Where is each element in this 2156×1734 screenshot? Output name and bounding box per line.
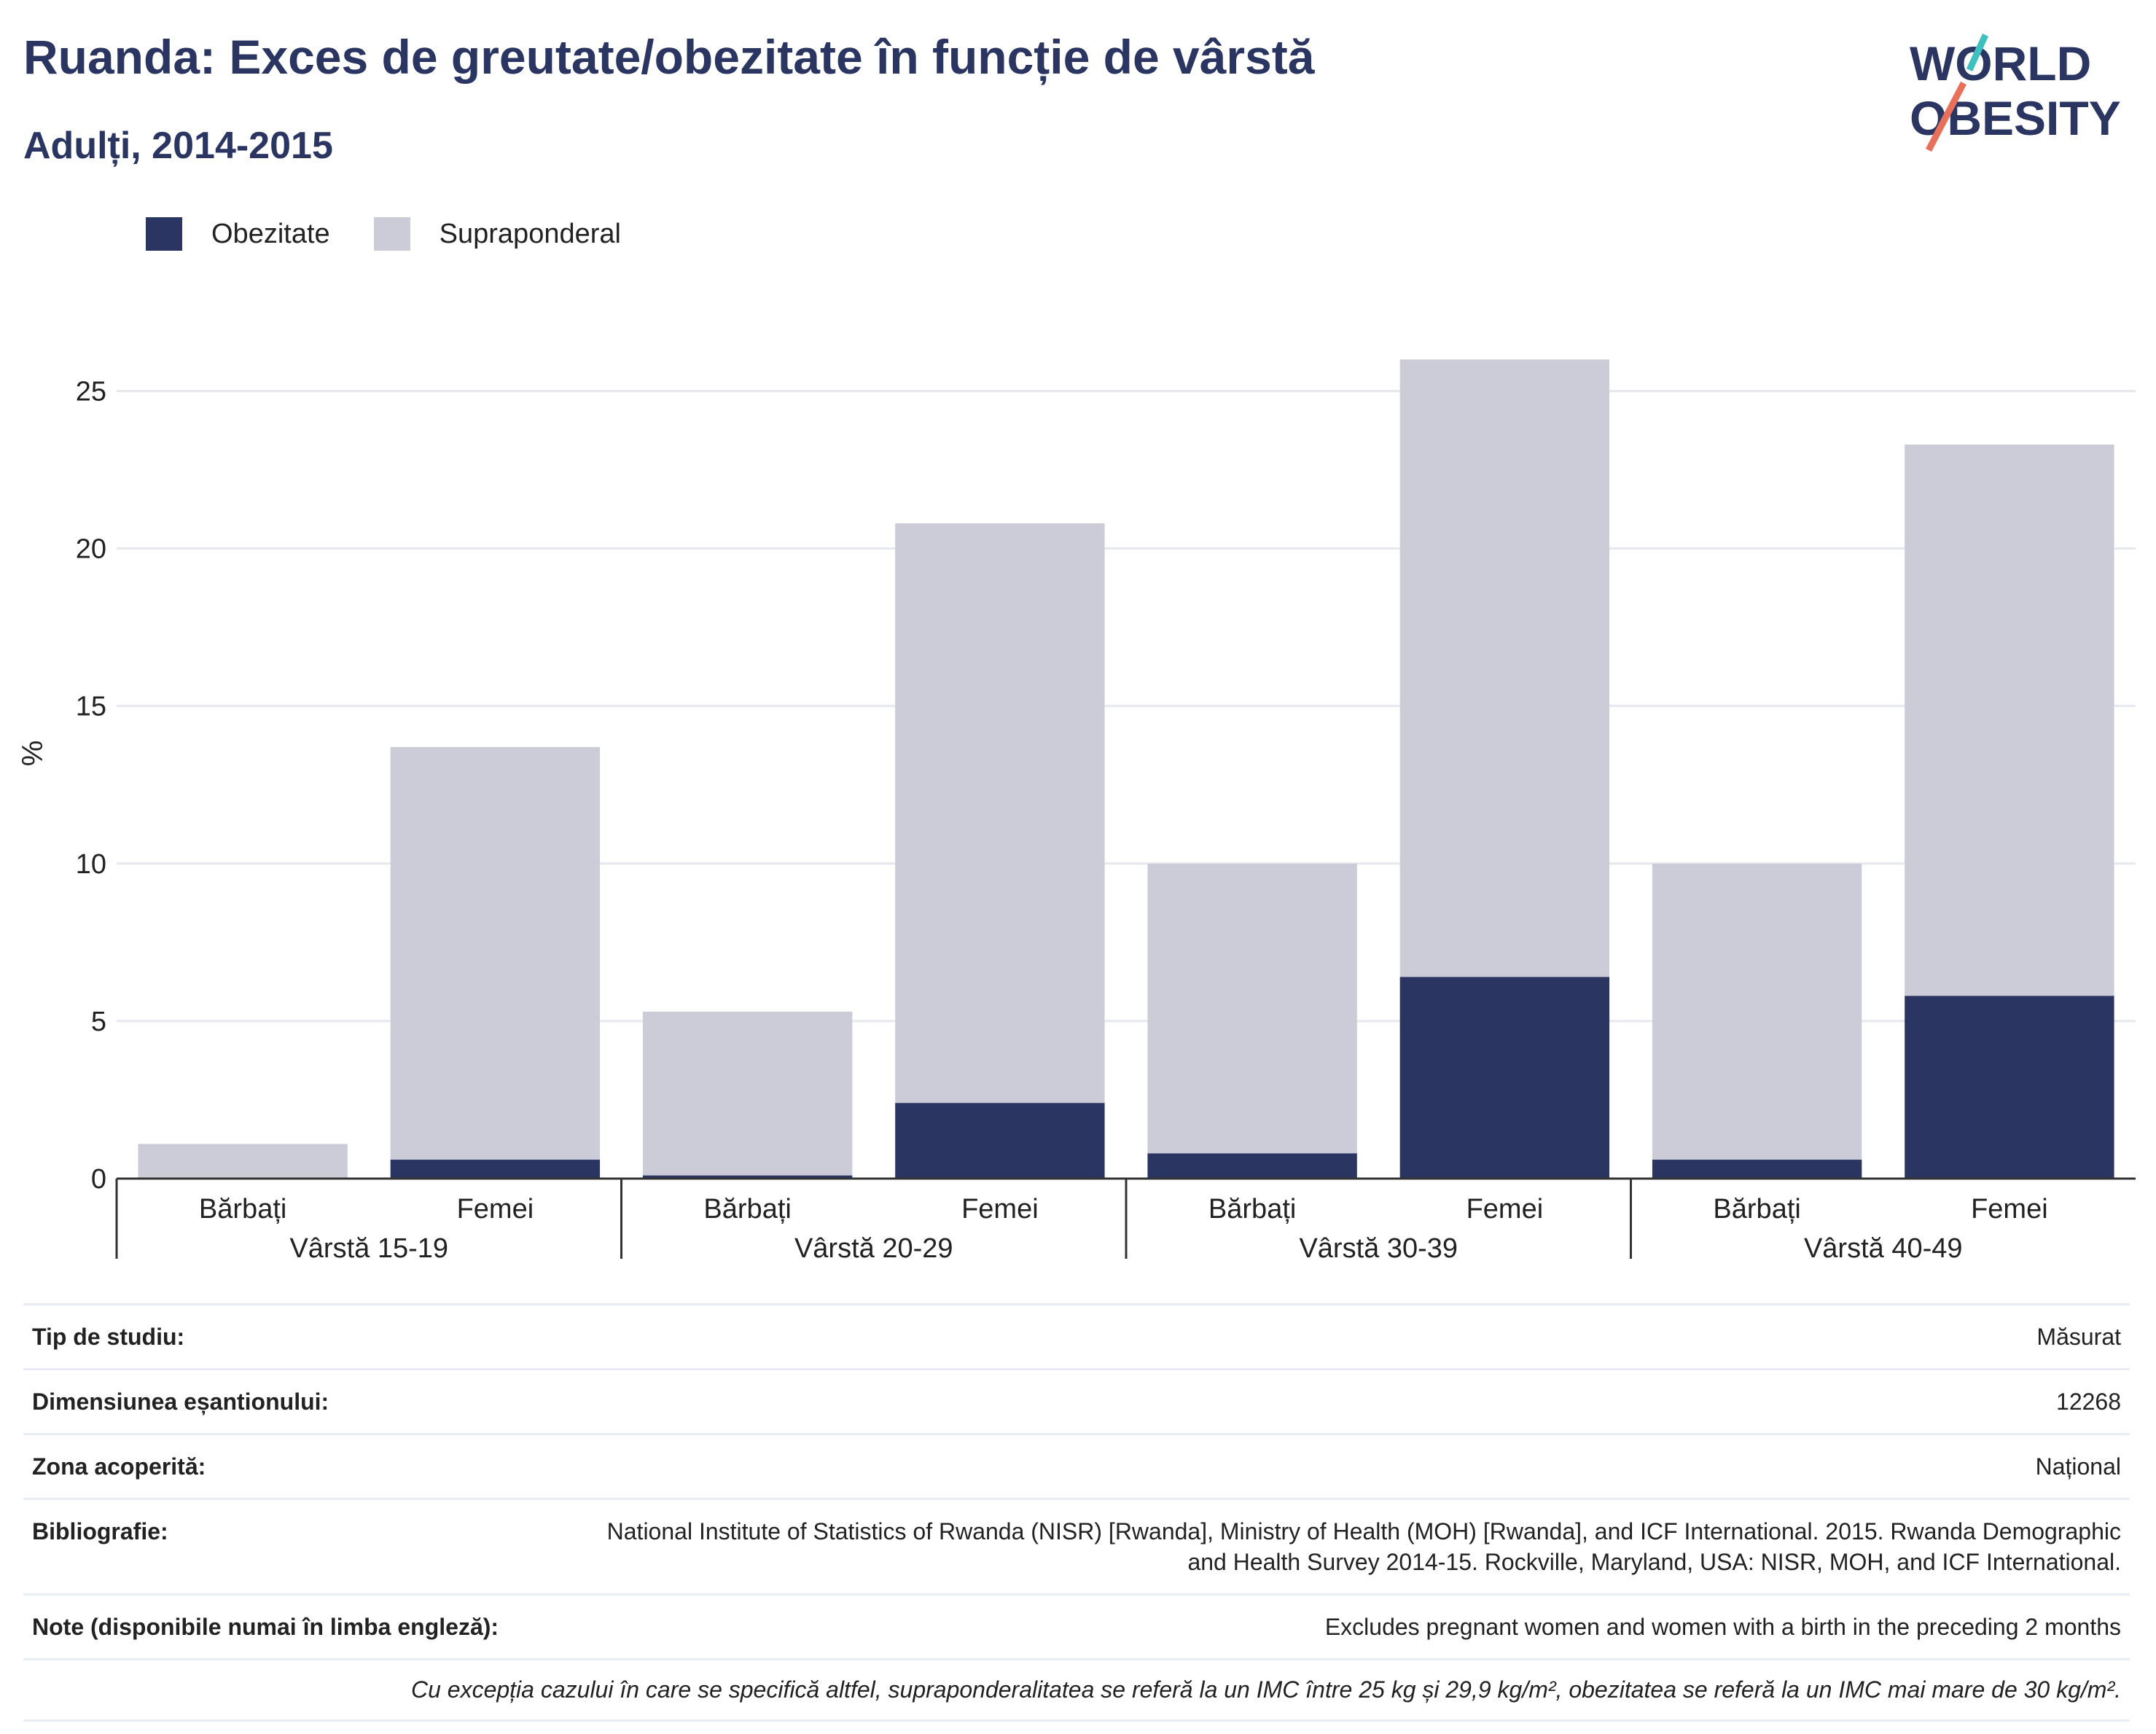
y-tick-label: 25: [76, 376, 106, 407]
bar-overweight: [1147, 863, 1357, 1154]
info-footnote: Cu excepția cazului în care se specifică…: [23, 1658, 2130, 1722]
info-row-bibliography: Bibliografie: National Institute of Stat…: [23, 1498, 2130, 1593]
bar-obesity: [1147, 1153, 1357, 1179]
info-value: Național: [2035, 1453, 2121, 1480]
y-tick-label: 5: [91, 1007, 106, 1037]
bar-obesity: [1652, 1160, 1862, 1179]
y-tick-label: 15: [76, 692, 106, 722]
y-tick-label: 10: [76, 849, 106, 880]
legend-label-overweight: Supraponderal: [439, 218, 621, 249]
y-tick-label: 20: [76, 534, 106, 565]
info-label: Bibliografie:: [32, 1518, 168, 1544]
bar-overweight: [1905, 444, 2114, 996]
info-value: National Institute of Statistics of Rwan…: [606, 1518, 2121, 1575]
y-tick-label: 0: [91, 1164, 106, 1195]
y-axis-label: %: [17, 741, 49, 767]
group-label: Vârstă 20-29: [794, 1233, 953, 1264]
page-title: Ruanda: Exces de greutate/obezitate în f…: [23, 30, 1315, 84]
bar-overweight: [138, 1144, 348, 1179]
info-label: Tip de studiu:: [32, 1324, 185, 1350]
bar-overweight: [895, 523, 1105, 1104]
info-label: Zona acoperită:: [32, 1453, 206, 1480]
chart-legend: Obezitate Supraponderal: [146, 217, 665, 251]
info-value: Excludes pregnant women and women with a…: [1324, 1614, 2121, 1640]
x-tick-label: Femei: [457, 1194, 534, 1225]
group-label: Vârstă 30-39: [1299, 1233, 1458, 1264]
stacked-bar-chart: 0 5 10 15 20 25% Bărbați Femei Bărbați Femei Bărba…: [17, 359, 2136, 1264]
x-tick-label: Bărbați: [199, 1194, 286, 1225]
logo-coral-slash: [1926, 81, 1966, 152]
group-label: Vârstă 15-19: [289, 1233, 448, 1264]
bar-obesity: [1905, 996, 2114, 1179]
info-row-sample-size: Dimensiunea eșantionului: 12268: [23, 1368, 2130, 1433]
bar-overweight: [1652, 863, 1862, 1160]
bar-overweight: [642, 1011, 853, 1176]
bar-overweight: [1399, 359, 1610, 977]
legend-swatch-obesity: [146, 217, 182, 251]
legend-label-obesity: Obezitate: [211, 218, 330, 249]
logo-line1: WORLD: [1910, 36, 2091, 90]
info-row-coverage: Zona acoperită: Național: [23, 1433, 2130, 1498]
bar-obesity: [642, 1175, 853, 1179]
info-row-notes: Note (disponibile numai în limba engleză…: [23, 1593, 2130, 1658]
legend-swatch-overweight: [373, 217, 410, 251]
x-tick-label: Bărbați: [703, 1194, 791, 1225]
x-tick-label: Femei: [1466, 1194, 1544, 1225]
bar-obesity: [895, 1103, 1105, 1179]
logo-teal-slash: [1966, 34, 1989, 71]
bar-overweight: [390, 746, 601, 1160]
group-label: Vârstă 40-49: [1804, 1233, 1963, 1264]
info-row-study-type: Tip de studiu: Măsurat: [23, 1303, 2130, 1368]
info-value: Măsurat: [2036, 1324, 2121, 1350]
info-value: 12268: [2056, 1389, 2121, 1415]
x-tick-label: Femei: [1971, 1194, 2048, 1225]
info-table: Tip de studiu: Măsurat Dimensiunea eșant…: [23, 1303, 2130, 1722]
world-obesity-logo: WORLD OBESITY: [1910, 34, 2121, 152]
page-subtitle: Adulți, 2014-2015: [23, 125, 333, 167]
x-tick-label: Bărbați: [1713, 1194, 1800, 1225]
info-label: Dimensiunea eșantionului:: [32, 1389, 329, 1415]
x-tick-label: Femei: [961, 1194, 1039, 1225]
info-label: Note (disponibile numai în limba engleză…: [32, 1614, 499, 1640]
logo-line2: OBESITY: [1910, 91, 2121, 145]
bar-obesity: [1399, 977, 1610, 1179]
bar-obesity: [390, 1160, 601, 1179]
x-tick-label: Bărbați: [1208, 1194, 1296, 1225]
